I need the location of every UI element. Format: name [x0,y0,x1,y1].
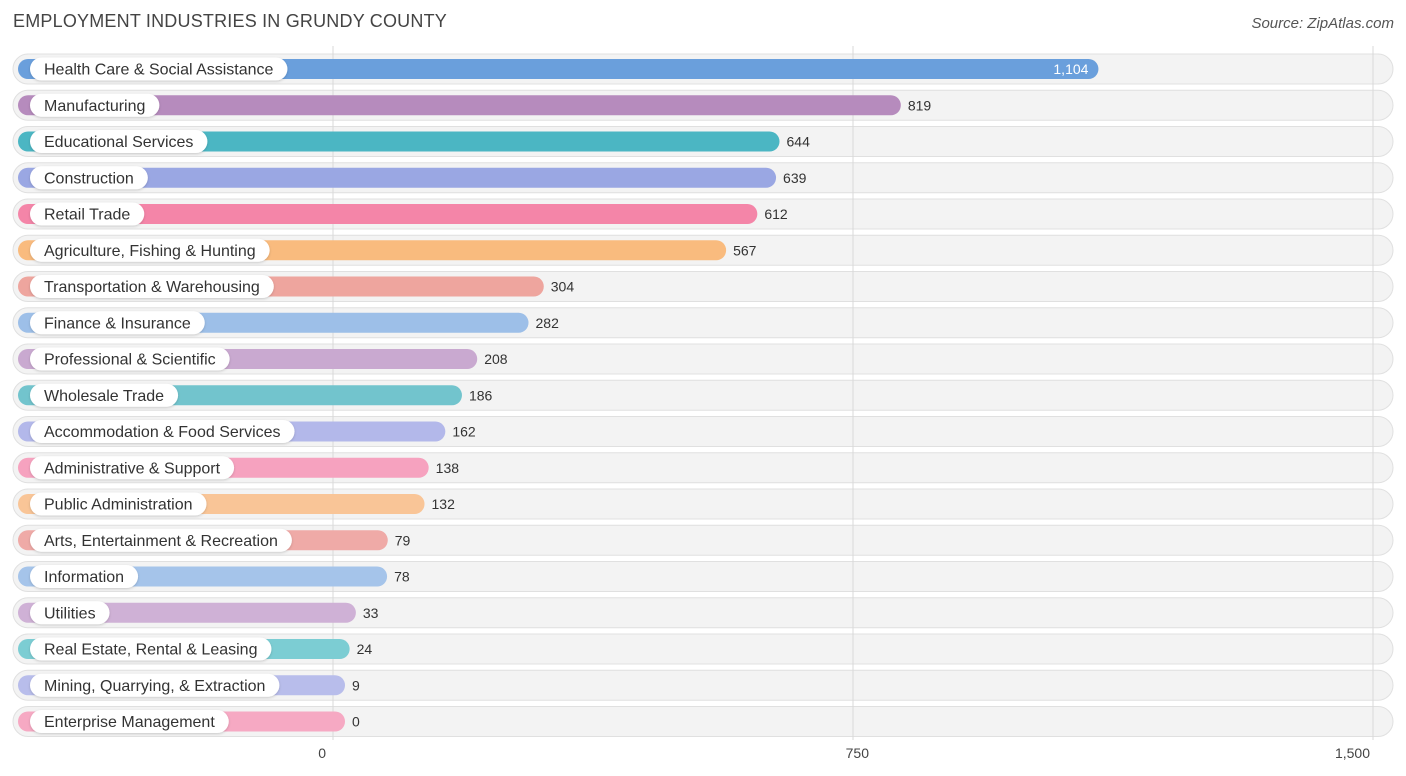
x-tick-label: 0 [318,745,326,761]
value-label: 612 [764,206,788,222]
category-label-pill [30,492,207,516]
category-label-pill [30,456,235,480]
category-label: Educational Services [44,134,193,151]
value-label: 79 [395,532,411,548]
category-label-pill [30,637,272,661]
category-label-pill [30,420,295,443]
category-label-pill [30,166,148,190]
category-label: Agriculture, Fishing & Hunting [44,243,256,260]
category-label-pill [30,601,110,625]
value-label: 9 [352,677,360,693]
row-background [12,597,1394,629]
category-label: Construction [44,170,134,187]
category-label-pill [30,202,145,226]
row-background [12,706,1394,737]
value-label: 567 [733,242,757,258]
value-label: 0 [352,714,360,730]
row-background [12,633,1394,665]
category-label-pill [30,673,280,697]
value-label: 162 [452,424,476,440]
category-label-pill [30,710,229,733]
category-label: Public Administration [44,497,193,514]
bar [18,167,777,188]
category-label: Finance & Insurance [44,315,191,332]
category-label-pill [30,528,292,552]
row-background [12,669,1394,701]
category-label-pill [30,130,208,153]
bar [18,95,901,116]
value-label: 24 [357,641,373,657]
chart-title: EMPLOYMENT INDUSTRIES IN GRUNDY COUNTY [13,11,447,31]
category-label: Health Care & Social Assistance [44,62,274,79]
value-label: 33 [363,605,379,621]
category-label-pill [30,275,274,298]
bar [18,131,780,152]
value-label: 644 [787,134,811,150]
x-tick-label: 750 [846,745,870,761]
source-label: Source: ZipAtlas.com [1251,15,1394,32]
value-label: 639 [783,170,807,186]
value-label: 1,104 [1053,61,1088,77]
category-label: Information [44,569,124,586]
category-label: Mining, Quarrying, & Extraction [44,678,265,695]
category-label-pill [30,311,205,335]
category-label-pill [30,93,160,117]
category-label: Accommodation & Food Services [44,424,281,441]
category-label: Utilities [44,605,96,622]
category-label: Transportation & Warehousing [44,279,260,296]
value-label: 132 [432,496,456,512]
x-tick-label: 1,500 [1335,745,1370,761]
category-label-pill [30,565,139,588]
category-label: Real Estate, Rental & Leasing [44,642,257,659]
value-label: 208 [484,351,508,367]
value-label: 304 [551,279,575,295]
value-label: 78 [394,569,410,585]
bar [18,59,1099,79]
category-label: Retail Trade [44,207,130,224]
value-label: 282 [536,315,560,331]
category-label: Administrative & Support [44,460,221,477]
category-label-pill [30,383,179,407]
category-label: Professional & Scientific [44,352,216,369]
value-label: 819 [908,97,932,113]
category-label: Wholesale Trade [44,388,164,405]
category-label-pill [30,57,288,81]
value-label: 186 [469,387,493,403]
category-label-pill [30,347,230,371]
category-label: Enterprise Management [44,714,215,731]
category-label-pill [30,238,270,262]
category-label: Manufacturing [44,98,145,115]
value-label: 138 [436,460,460,476]
category-label: Arts, Entertainment & Recreation [44,533,278,550]
bar [18,204,758,224]
